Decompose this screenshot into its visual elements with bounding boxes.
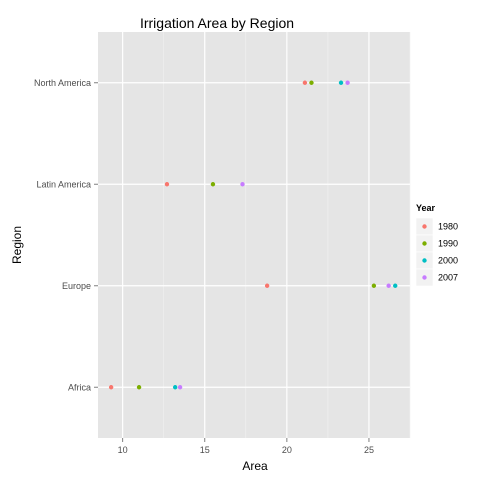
data-points (108, 80, 398, 390)
legend-label: 2007 (438, 273, 458, 283)
legend-marker (422, 241, 427, 246)
legend-marker (422, 275, 427, 280)
data-point (136, 385, 142, 390)
data-point (172, 385, 178, 390)
x-tick-label: 20 (282, 445, 292, 455)
data-point (386, 283, 391, 288)
grid (98, 32, 411, 438)
y-axis-title: Region (10, 226, 24, 264)
data-point (309, 80, 314, 85)
chart-title: Irrigation Area by Region (140, 15, 294, 31)
data-point (371, 283, 377, 288)
plot-panel (98, 32, 410, 438)
data-point (108, 385, 114, 390)
legend-label: 2000 (438, 256, 458, 266)
y-tick-label: Europe (62, 281, 91, 291)
legend-title: Year (416, 203, 436, 213)
legend-label: 1990 (438, 239, 458, 249)
data-point (164, 182, 170, 187)
data-point (302, 80, 308, 85)
x-tick-label: 25 (364, 445, 374, 455)
legend-marker (422, 224, 427, 229)
legend: Year 1980 1990 2000 2007 (415, 203, 458, 287)
data-point (264, 283, 270, 288)
y-axis-ticks: Africa Europe Latin America North America (34, 78, 98, 392)
x-tick-label: 15 (200, 445, 210, 455)
data-point (210, 182, 216, 187)
legend-marker (422, 258, 427, 263)
data-point (338, 80, 344, 85)
data-point (393, 283, 398, 288)
data-point (177, 385, 183, 390)
x-axis-title: Area (242, 459, 268, 473)
y-tick-label: North America (34, 78, 91, 88)
data-point (345, 80, 350, 85)
legend-label: 1980 (438, 222, 458, 232)
data-point (240, 182, 245, 187)
y-tick-label: Latin America (36, 179, 91, 189)
x-tick-label: 10 (118, 445, 128, 455)
y-tick-label: Africa (68, 382, 91, 392)
x-axis-ticks: 10 15 20 25 (118, 438, 374, 455)
